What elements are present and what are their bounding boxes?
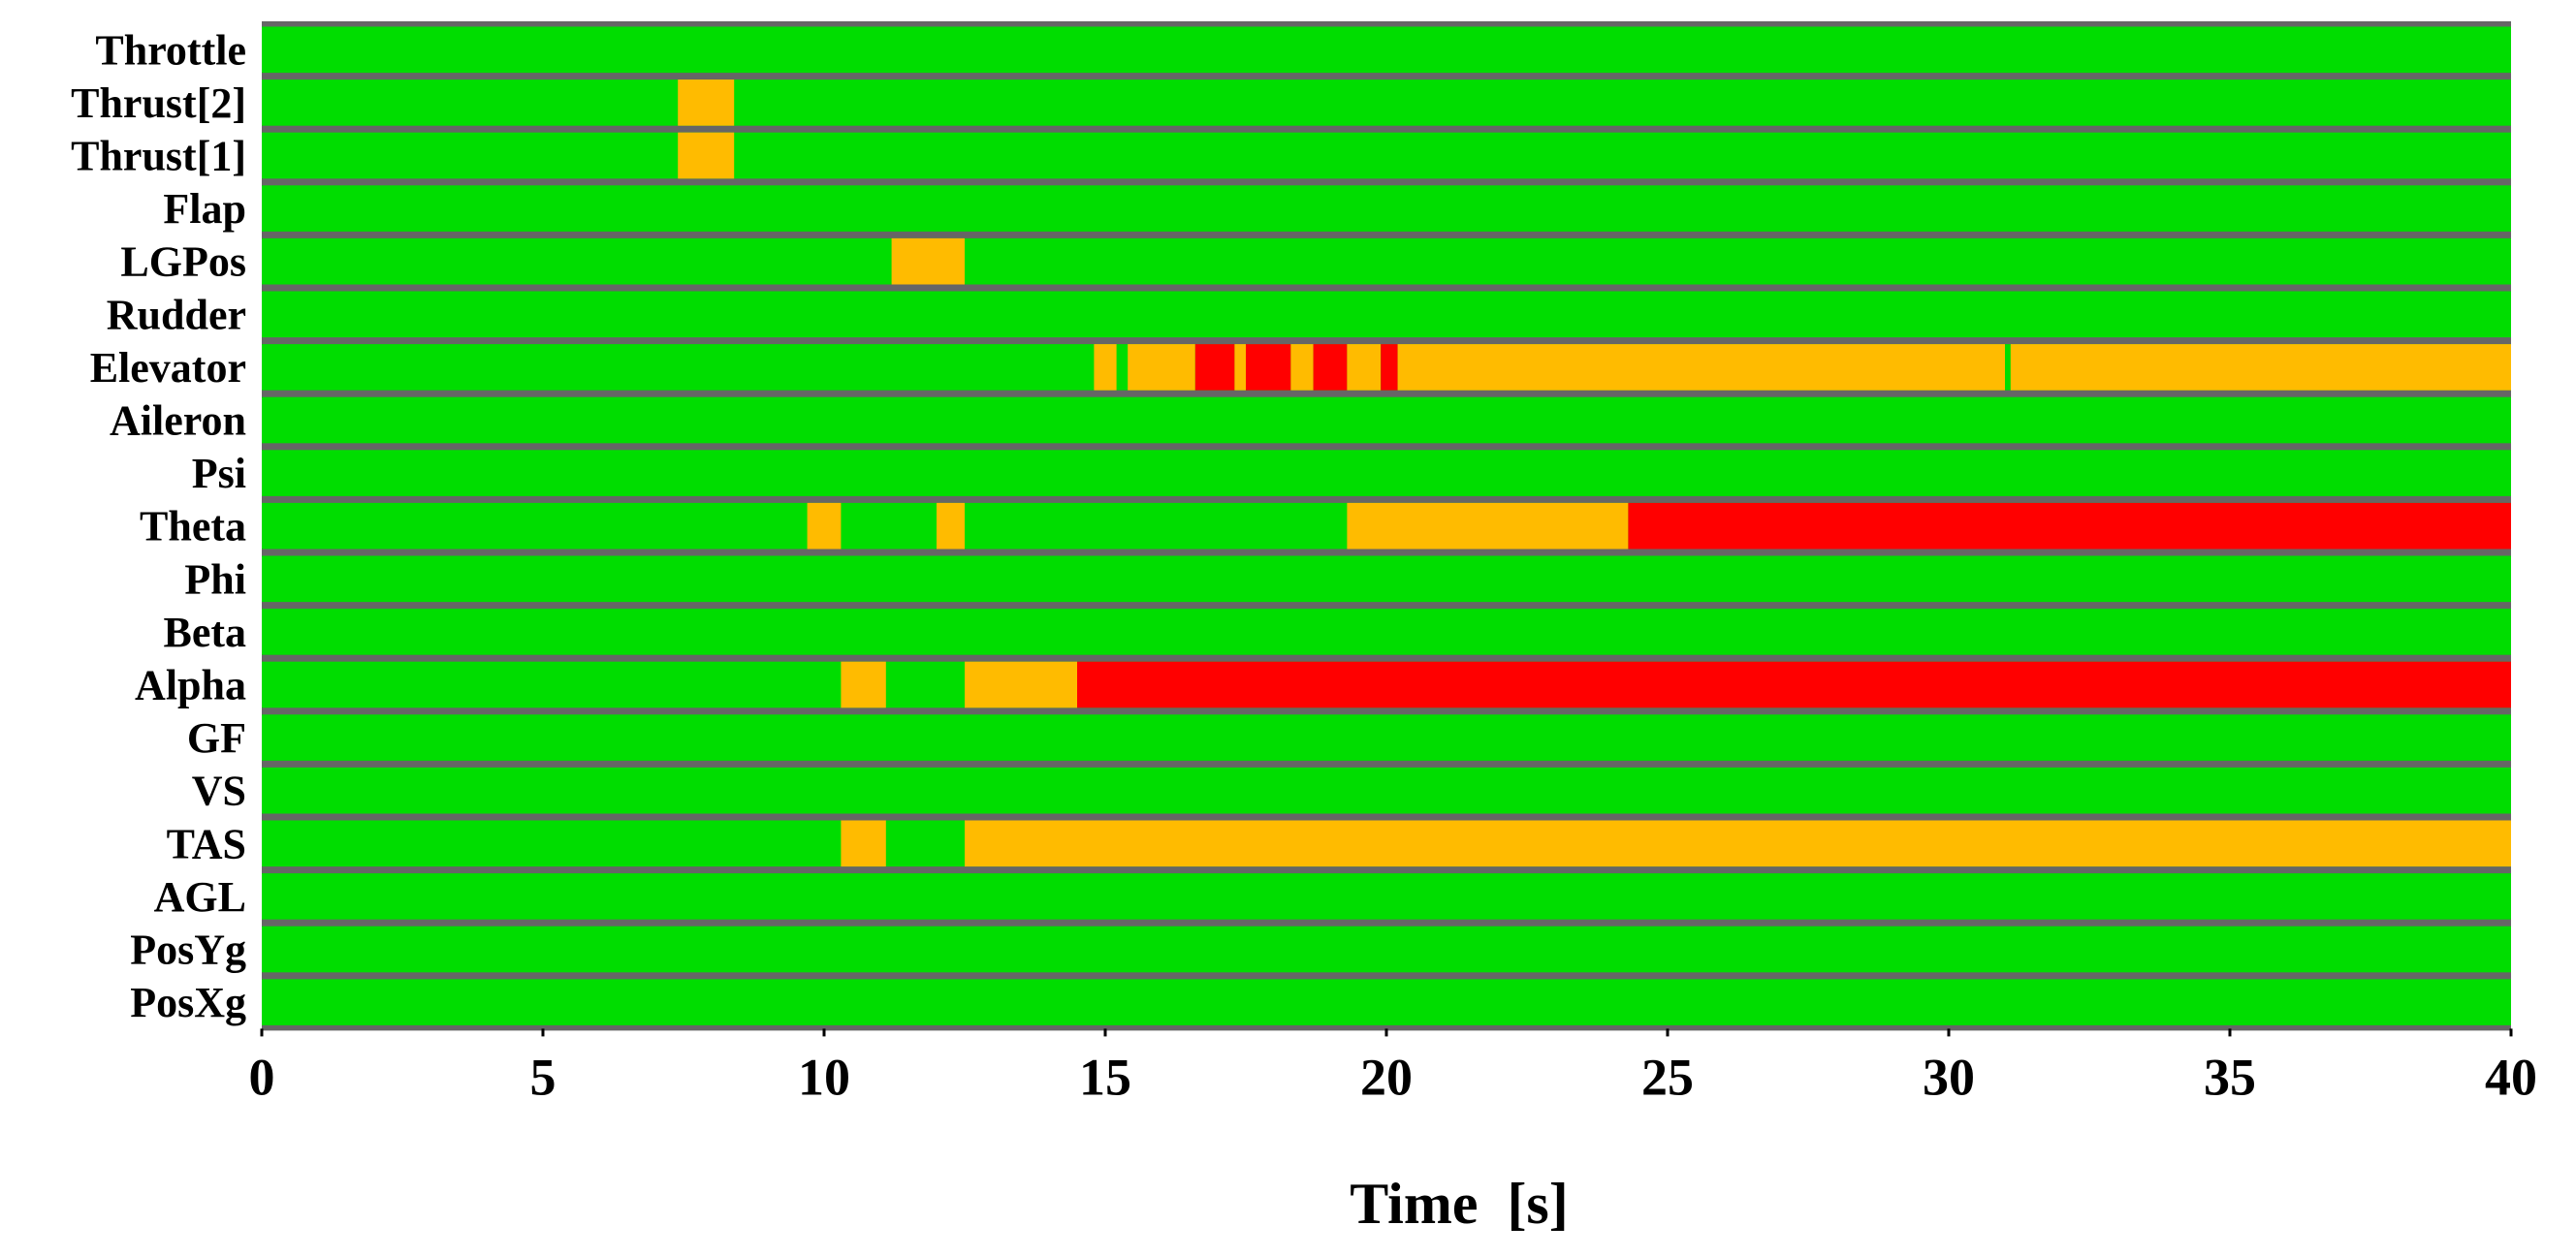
segment-alpha-warning-3 <box>1077 661 2511 708</box>
x-tick-label: 20 <box>1360 1048 1413 1106</box>
x-tick-label: 0 <box>249 1048 275 1106</box>
bar-lgpos-normal <box>262 237 2511 285</box>
bar-rudder-normal <box>262 291 2511 338</box>
bar-beta-normal <box>262 609 2511 655</box>
row-label-agl: AGL <box>154 873 246 921</box>
segment-lgpos-caution-1 <box>891 237 965 285</box>
row-label-elevator: Elevator <box>90 344 246 392</box>
bar-aileron-normal <box>262 396 2511 444</box>
x-tick-label: 5 <box>530 1048 557 1106</box>
bar-agl-normal <box>262 873 2511 920</box>
row-label-tas: TAS <box>167 820 246 867</box>
row-label-rudder: Rudder <box>107 291 246 338</box>
bar-posxg-normal <box>262 979 2511 1025</box>
row-lgpos <box>262 237 2511 285</box>
row-label-lgpos: LGPos <box>120 238 246 286</box>
row-throttle <box>262 26 2511 74</box>
segment-tas-caution-2 <box>965 820 2511 867</box>
row-aileron <box>262 396 2511 444</box>
segment-theta-warning-4 <box>1628 502 2511 550</box>
row-tas <box>262 820 2511 867</box>
segment-elevator-warning-5 <box>1246 344 1291 391</box>
row-theta <box>262 502 2511 550</box>
bar-vs-normal <box>262 767 2511 814</box>
bar-posyg-normal <box>262 926 2511 973</box>
x-tick-label: 30 <box>1923 1048 1975 1106</box>
row-alpha <box>262 661 2511 708</box>
row-thrust-2 <box>262 79 2511 126</box>
row-label-vs: VS <box>192 768 246 815</box>
row-rudder <box>262 291 2511 338</box>
row-beta <box>262 609 2511 655</box>
row-labels: Throttle Thrust[2] Thrust[1] Flap LGPos Rudde… <box>71 26 246 1026</box>
row-label-beta: Beta <box>163 609 246 656</box>
x-tick-label: 35 <box>2204 1048 2256 1106</box>
plot-area <box>262 21 2511 1031</box>
segment-theta-caution-3 <box>1347 502 1629 550</box>
bar-flap-normal <box>262 185 2511 232</box>
x-tick-label: 15 <box>1079 1048 1131 1106</box>
bar-thrust-1-normal <box>262 132 2511 179</box>
x-axis-title: Time [s] <box>1350 1172 1569 1236</box>
segment-elevator-caution-11 <box>2010 344 2511 391</box>
x-tick-label: 10 <box>798 1048 850 1106</box>
x-tick-label: 25 <box>1641 1048 1694 1106</box>
segment-elevator-caution-8 <box>1347 344 1382 391</box>
row-gf <box>262 714 2511 761</box>
row-thrust-1 <box>262 132 2511 179</box>
row-label-theta: Theta <box>140 503 246 550</box>
row-label-gf: GF <box>187 714 246 762</box>
row-vs <box>262 767 2511 814</box>
segment-theta-caution-1 <box>807 502 842 550</box>
row-label-thrust-2: Thrust[2] <box>71 79 246 127</box>
segment-elevator-caution-10 <box>1397 344 2005 391</box>
segment-alpha-caution-2 <box>965 661 1077 708</box>
segment-elevator-warning-9 <box>1381 344 1398 391</box>
row-label-aileron: Aileron <box>110 397 246 445</box>
bar-gf-normal <box>262 714 2511 761</box>
row-label-alpha: Alpha <box>135 662 246 709</box>
row-label-flap: Flap <box>163 185 246 233</box>
row-posyg <box>262 926 2511 973</box>
row-psi <box>262 450 2511 496</box>
segment-alpha-caution-1 <box>841 661 886 708</box>
segment-theta-caution-2 <box>937 502 965 550</box>
segment-thrust-2-caution-1 <box>678 79 735 126</box>
segment-elevator-warning-7 <box>1313 344 1348 391</box>
bar-psi-normal <box>262 450 2511 496</box>
x-tick-label: 40 <box>2485 1048 2537 1106</box>
row-label-thrust-1: Thrust[1] <box>71 133 246 180</box>
row-label-psi: Psi <box>192 450 246 497</box>
row-phi <box>262 555 2511 603</box>
row-posxg <box>262 979 2511 1025</box>
segment-elevator-caution-2 <box>1128 344 1195 391</box>
row-label-phi: Phi <box>184 555 246 603</box>
segment-elevator-caution-6 <box>1290 344 1314 391</box>
segment-tas-caution-1 <box>841 820 886 867</box>
segment-thrust-1-caution-1 <box>678 132 735 179</box>
row-flap <box>262 185 2511 232</box>
row-label-throttle: Throttle <box>95 26 246 74</box>
segment-elevator-caution-4 <box>1234 344 1246 391</box>
bar-phi-normal <box>262 555 2511 603</box>
row-elevator <box>262 344 2511 391</box>
bar-throttle-normal <box>262 26 2511 74</box>
segment-elevator-caution-1 <box>1094 344 1117 391</box>
segment-elevator-warning-3 <box>1194 344 1235 391</box>
x-axis-ticks: 0 5 10 15 20 25 30 35 40 <box>249 1028 2537 1106</box>
bar-thrust-2-normal <box>262 79 2511 126</box>
row-agl <box>262 873 2511 920</box>
row-label-posyg: PosYg <box>130 927 246 974</box>
row-label-posxg: PosXg <box>130 979 246 1026</box>
